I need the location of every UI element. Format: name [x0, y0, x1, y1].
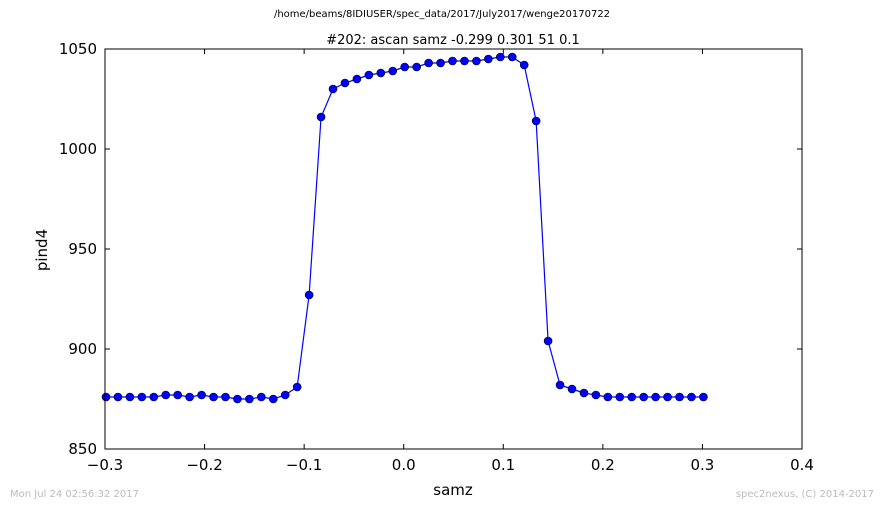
data-point: [651, 392, 660, 402]
x-axis-ticks: −0.3 −0.2 −0.1 0.0 0.1 0.2 0.3 0.4: [87, 49, 814, 474]
data-point: [495, 52, 505, 62]
data-point: [567, 384, 577, 394]
data-point: [340, 78, 350, 88]
data-point: [209, 392, 218, 402]
y-tick-label: 850: [68, 440, 97, 458]
data-point: [663, 392, 672, 402]
data-point: [221, 392, 230, 402]
x-tick-label: 0.3: [690, 456, 714, 474]
data-point: [436, 58, 445, 68]
data-point: [173, 390, 182, 400]
plot-series: [101, 52, 708, 404]
data-point: [519, 60, 529, 70]
x-tick-label: −0.1: [286, 456, 322, 474]
data-point: [376, 68, 386, 78]
data-point: [484, 54, 493, 64]
x-tick-label: 0.0: [392, 456, 416, 474]
data-point: [472, 56, 481, 66]
x-axis-label: samz: [433, 481, 473, 499]
data-point: [364, 70, 374, 80]
data-point: [101, 392, 111, 402]
x-tick-label: −0.3: [87, 456, 123, 474]
data-point: [615, 392, 625, 402]
data-point: [627, 392, 637, 402]
data-point: [400, 62, 410, 72]
data-point: [328, 84, 338, 94]
x-tick-label: 0.1: [491, 456, 515, 474]
figure-suptitle: /home/beams/8IDIUSER/spec_data/2017/July…: [273, 9, 611, 20]
x-tick-label: 0.2: [591, 456, 615, 474]
data-point: [316, 112, 326, 122]
data-point: [113, 392, 123, 402]
chart-title: #202: ascan samz -0.299 0.301 51 0.1: [326, 33, 580, 48]
x-tick-label: −0.2: [186, 456, 222, 474]
data-point: [639, 392, 648, 402]
data-point: [137, 392, 147, 402]
x-tick-label: 0.4: [790, 456, 814, 474]
data-point: [579, 388, 589, 398]
data-point: [197, 390, 206, 400]
data-point: [543, 336, 553, 346]
data-point: [268, 394, 278, 404]
y-axis-ticks: 850 900 950 1000 1050: [59, 40, 802, 458]
y-tick-label: 950: [68, 240, 97, 258]
data-point: [448, 56, 457, 66]
data-point: [352, 74, 362, 84]
data-point: [412, 62, 421, 72]
data-point: [555, 380, 565, 390]
series-line: [106, 56, 704, 400]
data-point: [280, 390, 290, 400]
data-point: [603, 392, 613, 402]
data-point: [687, 392, 696, 402]
data-point: [233, 394, 242, 404]
data-point: [424, 58, 433, 68]
data-point: [675, 392, 684, 402]
data-point: [257, 392, 266, 402]
data-point: [245, 394, 254, 404]
data-point: [149, 392, 159, 402]
plot-frame: [104, 48, 803, 450]
data-point: [507, 52, 517, 62]
data-point: [125, 392, 135, 402]
y-tick-label: 900: [68, 340, 97, 358]
data-point: [460, 56, 469, 66]
data-point: [531, 116, 541, 126]
data-point: [161, 390, 171, 400]
y-tick-label: 1000: [59, 140, 97, 158]
data-point: [591, 390, 601, 400]
data-point: [699, 392, 708, 402]
data-point: [388, 66, 398, 76]
y-tick-label: 1050: [59, 40, 97, 58]
data-point: [292, 382, 302, 392]
footer-timestamp: Mon Jul 24 02:56:32 2017: [10, 489, 139, 500]
footer-credit: spec2nexus, (C) 2014-2017: [735, 489, 874, 500]
data-point: [304, 290, 314, 300]
data-point: [185, 392, 194, 402]
y-axis-label: pind4: [33, 229, 51, 271]
